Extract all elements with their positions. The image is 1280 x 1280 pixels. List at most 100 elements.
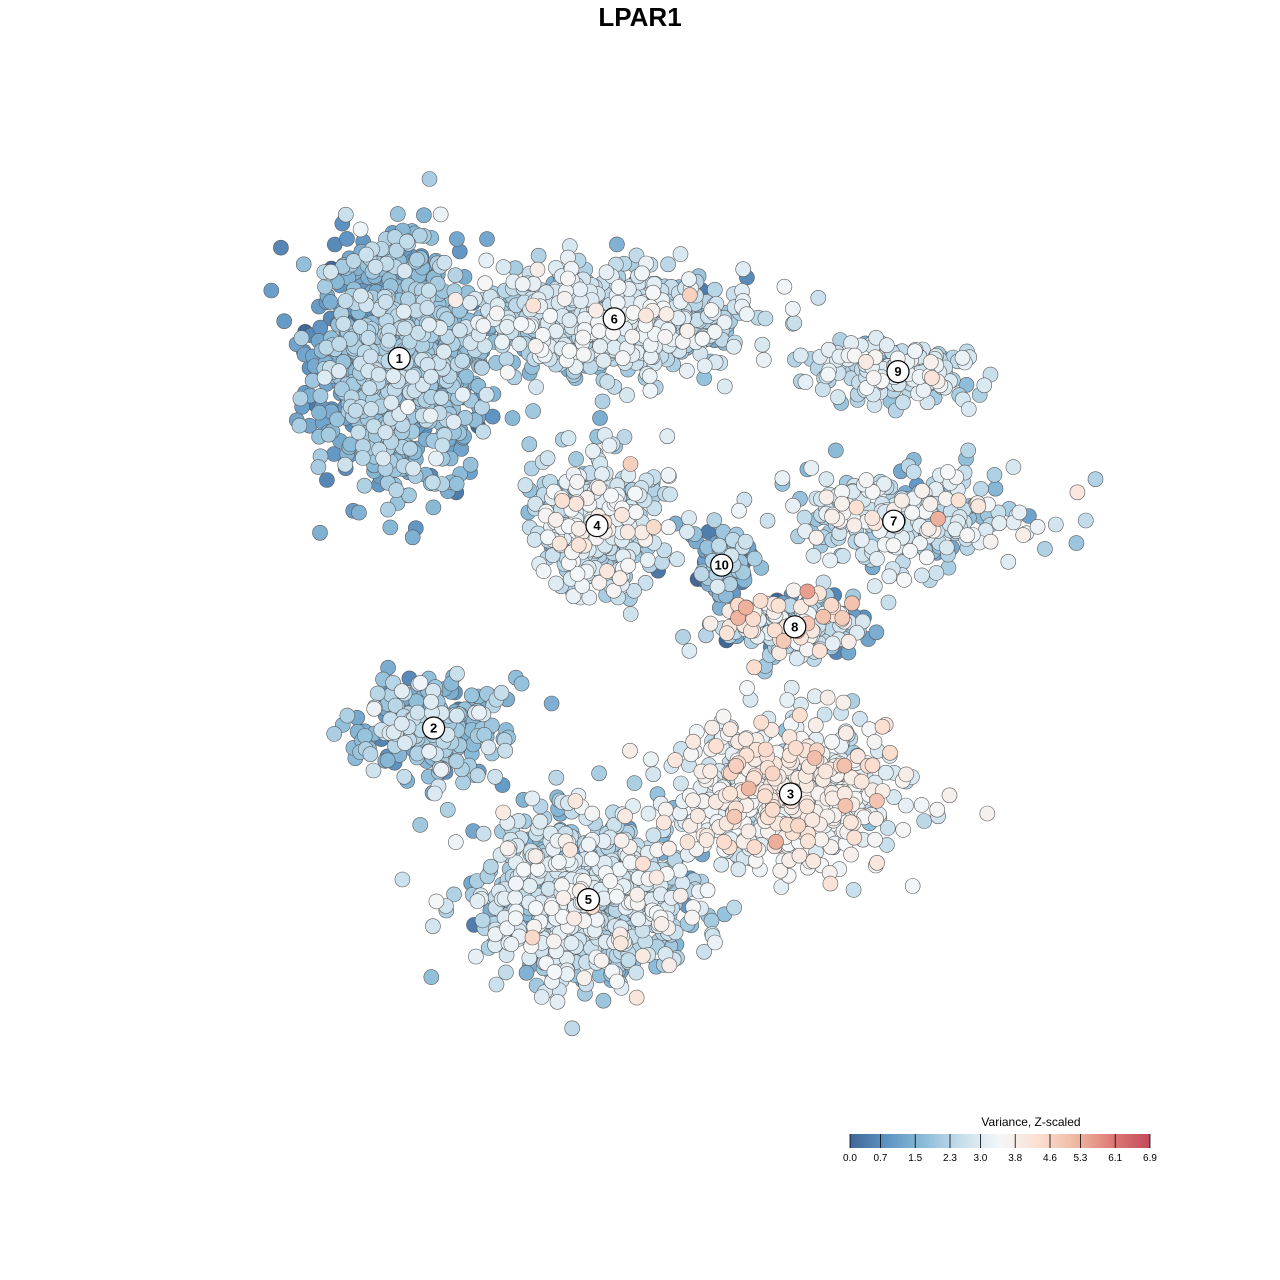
cell-point bbox=[738, 306, 755, 323]
cell-point bbox=[907, 343, 923, 360]
cell-point bbox=[447, 834, 464, 850]
cell-point bbox=[469, 767, 486, 784]
cell-point bbox=[469, 893, 486, 909]
cell-point bbox=[595, 992, 612, 1009]
cell-point bbox=[563, 935, 580, 951]
cell-point bbox=[423, 693, 439, 710]
cell-point bbox=[337, 293, 354, 309]
cell-point bbox=[620, 557, 636, 574]
cell-point bbox=[433, 761, 450, 778]
cell-point bbox=[708, 738, 724, 754]
cell-point bbox=[499, 364, 516, 381]
cell-point bbox=[539, 450, 556, 467]
cell-point bbox=[895, 822, 912, 838]
cell-point bbox=[393, 715, 410, 732]
cell-point bbox=[941, 787, 958, 804]
cell-point bbox=[319, 472, 335, 488]
cell-point bbox=[543, 900, 560, 916]
cell-point bbox=[754, 336, 771, 353]
cell-point bbox=[1069, 484, 1086, 501]
cluster-label-text: 10 bbox=[714, 558, 728, 573]
cell-point bbox=[527, 338, 544, 354]
cell-point bbox=[599, 563, 615, 579]
cell-point bbox=[753, 714, 770, 731]
cell-point bbox=[954, 349, 971, 366]
cell-point bbox=[477, 275, 493, 292]
cell-point bbox=[482, 858, 499, 875]
cell-point bbox=[630, 911, 647, 928]
cell-point bbox=[400, 399, 416, 415]
cell-point bbox=[439, 801, 456, 818]
cell-point bbox=[546, 933, 562, 950]
cell-point bbox=[681, 271, 697, 288]
cell-point bbox=[898, 797, 914, 814]
cell-point bbox=[568, 451, 584, 467]
cell-point bbox=[585, 443, 601, 459]
cell-point bbox=[576, 970, 593, 986]
cell-point bbox=[293, 330, 310, 346]
cell-point bbox=[757, 310, 774, 327]
cell-point bbox=[377, 424, 394, 441]
cell-point bbox=[868, 624, 885, 641]
cell-point bbox=[693, 566, 710, 582]
cell-point bbox=[598, 264, 615, 281]
cell-point bbox=[493, 684, 510, 701]
cell-point bbox=[495, 259, 512, 275]
cell-point bbox=[671, 862, 688, 879]
cell-point bbox=[527, 848, 544, 865]
cell-point bbox=[645, 766, 662, 783]
cell-point bbox=[628, 989, 645, 1006]
cell-point bbox=[752, 593, 769, 609]
cell-point bbox=[590, 479, 607, 496]
cell-point bbox=[312, 388, 329, 404]
cell-point bbox=[548, 323, 564, 340]
cell-point bbox=[562, 842, 578, 858]
cell-point bbox=[639, 552, 656, 568]
cell-point bbox=[495, 804, 512, 821]
cell-point bbox=[746, 550, 763, 567]
cell-point bbox=[394, 871, 411, 888]
cell-point bbox=[627, 485, 643, 502]
cell-point bbox=[363, 401, 379, 417]
cell-point bbox=[634, 948, 651, 964]
cell-point bbox=[449, 231, 465, 247]
legend-tick-label: 4.6 bbox=[1043, 1153, 1057, 1164]
cell-point bbox=[657, 801, 674, 818]
cell-point bbox=[868, 793, 885, 809]
cell-point bbox=[595, 352, 612, 369]
cell-point bbox=[774, 470, 791, 487]
cell-point bbox=[419, 300, 436, 316]
cell-point bbox=[915, 382, 932, 399]
cell-point bbox=[885, 537, 902, 554]
plot-title: LPAR1 bbox=[598, 2, 682, 32]
cell-point bbox=[628, 504, 644, 521]
cell-point bbox=[840, 633, 857, 650]
cell-point bbox=[987, 480, 1004, 497]
cell-point bbox=[310, 459, 327, 475]
cluster-label-5: 5 bbox=[576, 887, 601, 912]
cell-point bbox=[416, 207, 432, 223]
cell-point bbox=[580, 836, 597, 853]
cell-point bbox=[820, 366, 837, 383]
cell-point bbox=[591, 323, 607, 340]
cell-point bbox=[402, 440, 419, 457]
cell-point bbox=[719, 625, 735, 642]
cell-point bbox=[528, 379, 544, 395]
cell-point bbox=[428, 450, 444, 467]
cell-point bbox=[425, 499, 442, 516]
legend-tick-label: 5.3 bbox=[1073, 1153, 1087, 1164]
cell-point bbox=[412, 817, 429, 833]
cell-point bbox=[805, 853, 822, 870]
cell-point bbox=[494, 334, 510, 350]
legend-colorbar bbox=[850, 1134, 1150, 1148]
cell-point bbox=[560, 270, 576, 287]
cell-point bbox=[878, 764, 894, 781]
cell-point bbox=[657, 329, 674, 345]
cell-point bbox=[895, 394, 911, 411]
cell-point bbox=[799, 798, 815, 815]
cluster-label-text: 1 bbox=[396, 351, 403, 366]
cell-point bbox=[645, 284, 661, 301]
cell-point bbox=[533, 989, 550, 1005]
cell-point bbox=[836, 757, 853, 774]
cell-point bbox=[865, 370, 882, 386]
